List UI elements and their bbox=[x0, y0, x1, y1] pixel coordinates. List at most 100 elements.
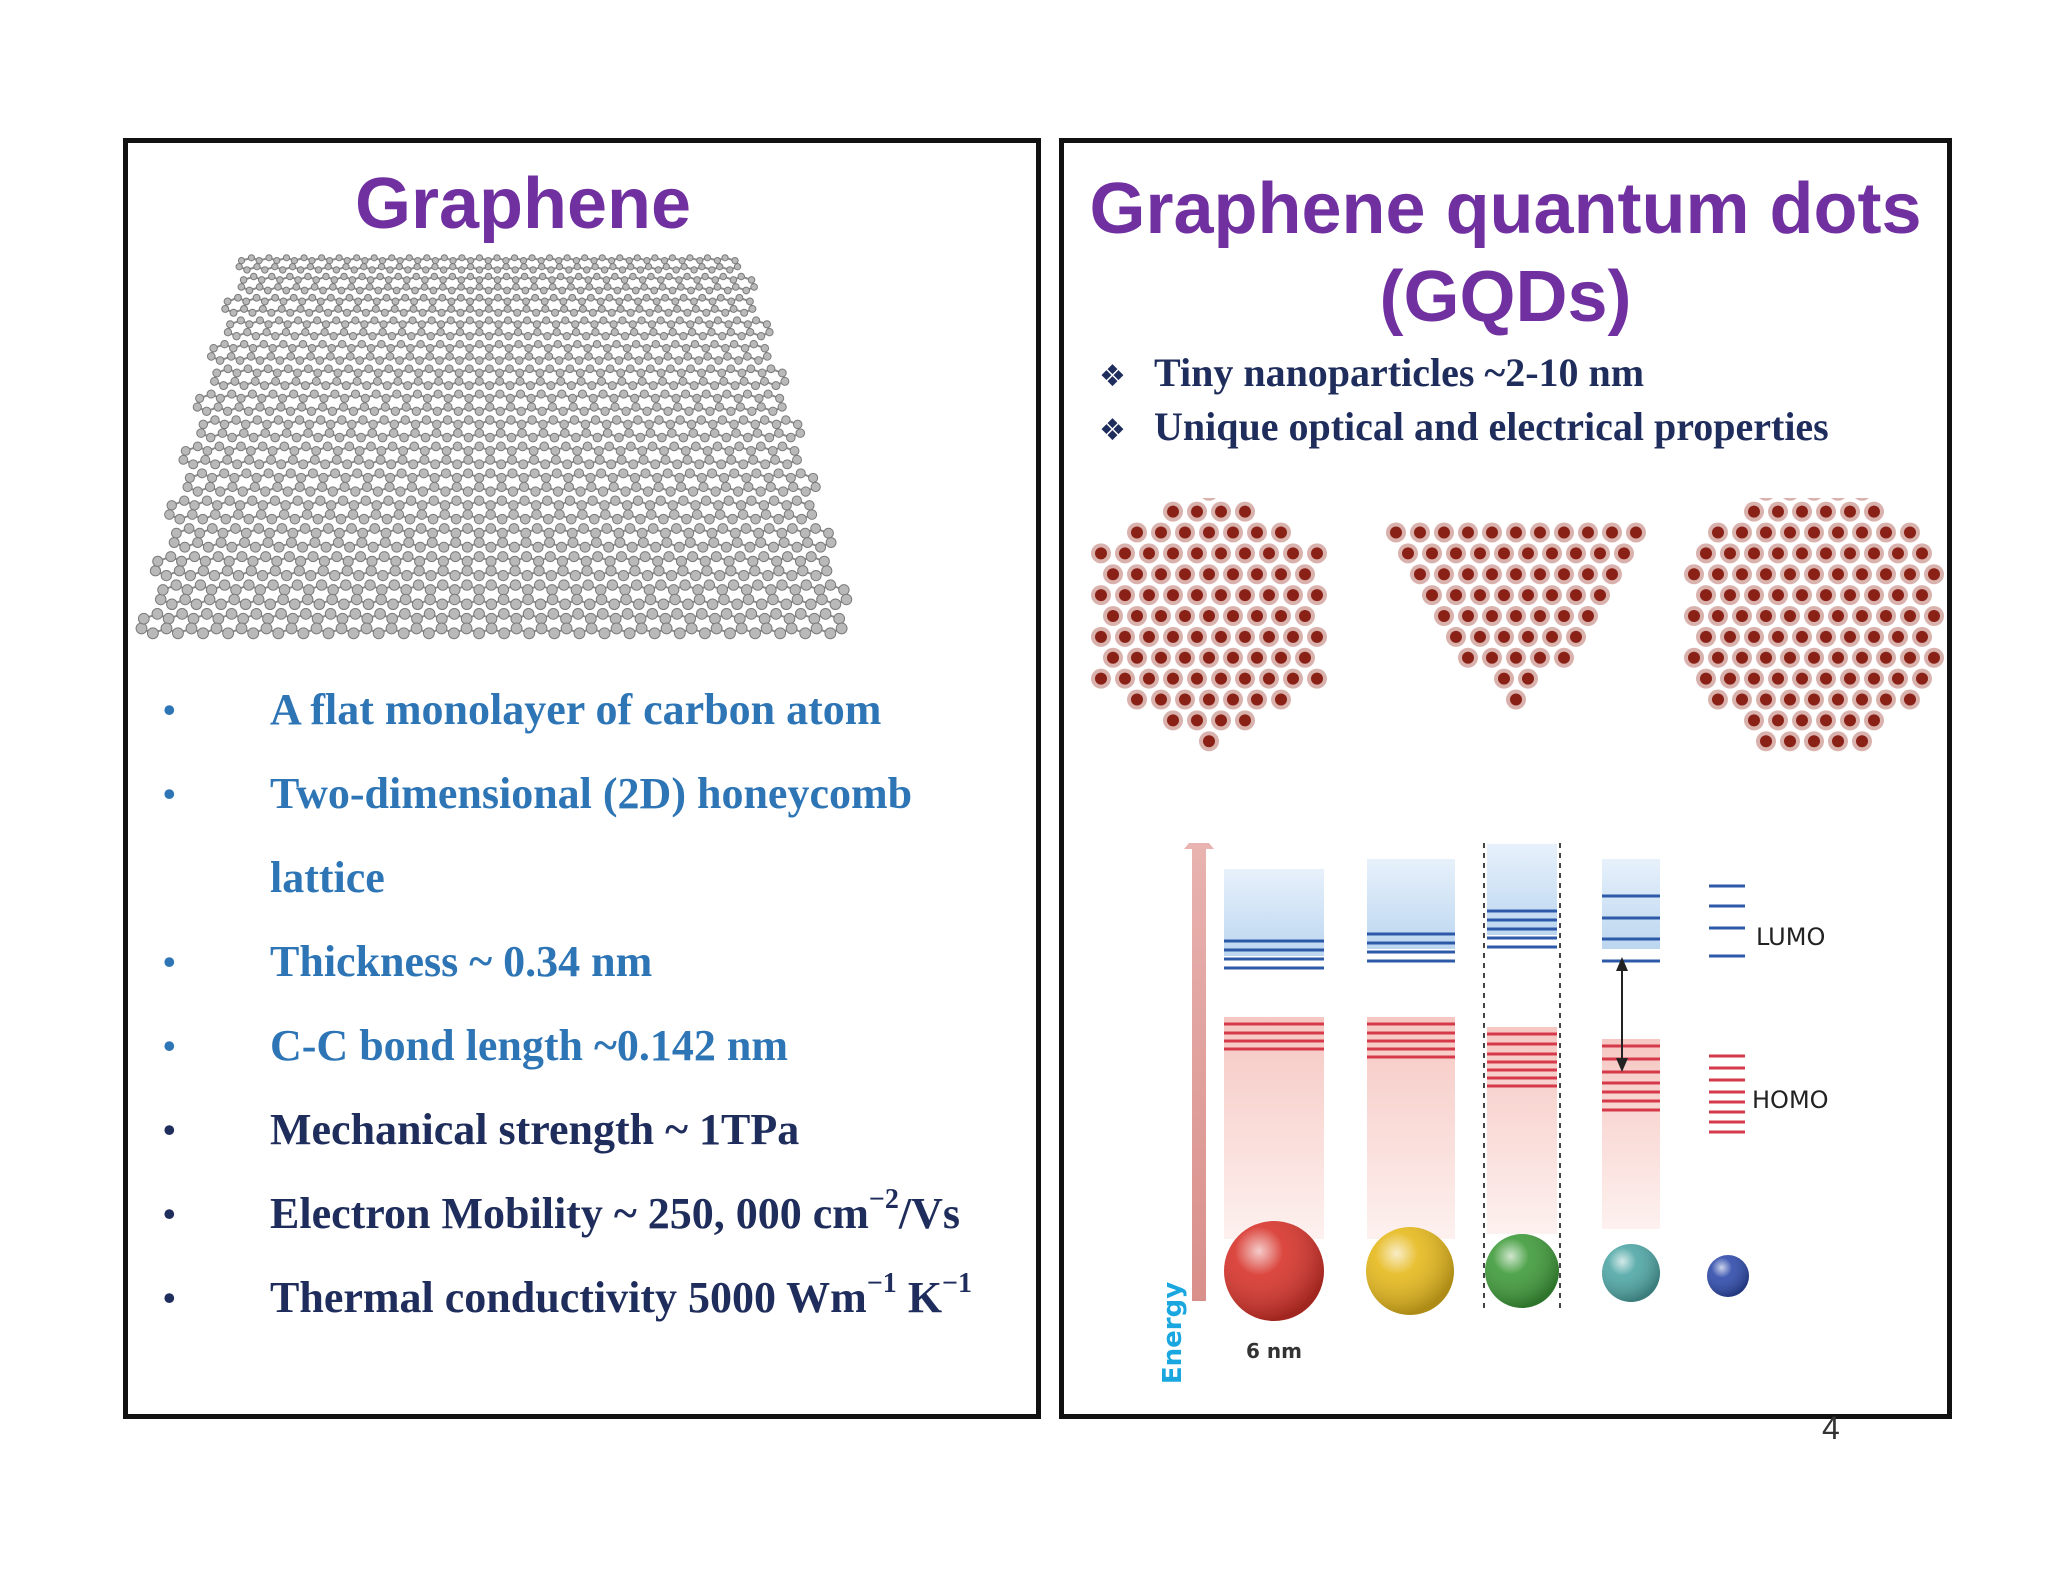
lattice-atom bbox=[353, 254, 361, 262]
lattice-atom bbox=[224, 495, 235, 506]
lattice-atom bbox=[608, 598, 621, 611]
lattice-atom bbox=[280, 381, 290, 391]
property-text: Mechanical strength ~ 1TPa bbox=[270, 1105, 800, 1154]
gqd-atom bbox=[1390, 526, 1402, 539]
gqd-atom bbox=[1510, 526, 1522, 539]
lattice-atom bbox=[578, 297, 586, 306]
lattice-atom bbox=[220, 339, 229, 349]
lattice-atom bbox=[829, 598, 842, 611]
lattice-atom bbox=[686, 320, 695, 329]
lattice-atom bbox=[508, 500, 519, 511]
gqd-atom bbox=[1832, 651, 1844, 664]
lattice-atom bbox=[578, 523, 589, 534]
lattice-atom bbox=[455, 356, 464, 365]
property-text: C-C bond length ~0.142 nm bbox=[270, 1021, 788, 1070]
lattice-atom bbox=[548, 415, 558, 425]
lattice-atom bbox=[485, 622, 498, 635]
lattice-atom bbox=[269, 495, 281, 506]
lattice-atom bbox=[552, 328, 561, 337]
lattice-atom bbox=[226, 352, 236, 361]
lattice-atom bbox=[435, 339, 445, 349]
lattice-atom bbox=[315, 579, 328, 591]
lattice-atom bbox=[428, 495, 440, 506]
lattice-atom bbox=[485, 393, 495, 403]
lattice-atom bbox=[260, 297, 269, 306]
lattice-atom bbox=[414, 555, 426, 567]
lattice-atom bbox=[747, 406, 757, 416]
sphere-gloss bbox=[1707, 1255, 1749, 1297]
gqd-atom bbox=[1534, 610, 1546, 622]
lattice-atom bbox=[545, 364, 555, 374]
lattice-atom bbox=[187, 612, 200, 625]
lattice-atom bbox=[644, 593, 657, 606]
lattice-atom bbox=[310, 622, 323, 635]
lattice-atom bbox=[474, 368, 484, 378]
lattice-atom bbox=[455, 328, 465, 337]
lattice-atom bbox=[485, 432, 495, 443]
lattice-atom bbox=[620, 331, 630, 341]
lattice-atom bbox=[392, 286, 401, 295]
lattice-atom bbox=[713, 283, 722, 291]
gqd-atom bbox=[1760, 568, 1772, 581]
lattice-atom bbox=[572, 257, 581, 265]
lattice-atom bbox=[180, 445, 191, 456]
lattice-atom bbox=[462, 486, 474, 497]
lattice-atom bbox=[352, 376, 362, 386]
band-gap-arrowhead-up bbox=[1616, 957, 1628, 971]
lattice-atom bbox=[448, 627, 460, 640]
thermal-text: Thermal conductivity 5000 Wm bbox=[270, 1273, 867, 1322]
gqd-atom bbox=[1510, 693, 1522, 706]
lattice-atom bbox=[415, 356, 424, 365]
lattice-atom bbox=[618, 468, 629, 479]
lattice-atom bbox=[237, 612, 250, 625]
lattice-atom bbox=[746, 364, 756, 374]
lattice-atom bbox=[357, 527, 369, 539]
lattice-atom bbox=[726, 364, 736, 374]
lattice-atom bbox=[335, 356, 345, 365]
lattice-atom bbox=[417, 328, 426, 337]
lattice-atom bbox=[360, 263, 368, 271]
lattice-atom bbox=[625, 441, 636, 452]
lattice-atom bbox=[704, 513, 715, 525]
lattice-atom bbox=[567, 283, 575, 291]
lattice-atom bbox=[507, 454, 518, 465]
lattice-atom bbox=[316, 297, 325, 306]
lattice-atom bbox=[516, 419, 527, 430]
lattice-atom bbox=[823, 527, 834, 539]
lattice-atom bbox=[223, 555, 235, 567]
gqd-atom bbox=[1522, 630, 1534, 643]
lattice-atom bbox=[262, 419, 272, 430]
gqd-atom bbox=[1263, 589, 1275, 602]
lattice-atom bbox=[426, 537, 438, 548]
lattice-atom bbox=[375, 356, 384, 365]
lattice-atom bbox=[662, 343, 671, 353]
lattice-atom bbox=[606, 459, 617, 470]
lattice-atom bbox=[800, 486, 811, 497]
lattice-atom bbox=[756, 331, 766, 341]
lattice-atom bbox=[347, 343, 356, 353]
lattice-atom bbox=[431, 257, 440, 265]
lattice-atom bbox=[429, 286, 438, 295]
lattice-atom bbox=[358, 272, 366, 281]
gqd-atom bbox=[1426, 547, 1438, 560]
lattice-atom bbox=[485, 486, 496, 497]
lattice-atom bbox=[595, 593, 608, 606]
lattice-atom bbox=[517, 441, 528, 452]
lattice-atom bbox=[453, 419, 463, 430]
lattice-atom bbox=[770, 454, 781, 465]
gqd-atom bbox=[1143, 589, 1155, 602]
lattice-atom bbox=[657, 276, 665, 284]
gqd-atom bbox=[1179, 693, 1191, 706]
lattice-atom bbox=[794, 555, 807, 567]
lattice-atom bbox=[451, 495, 462, 506]
feature-text: Unique optical and electrical properties bbox=[1154, 404, 1829, 449]
lattice-atom bbox=[703, 352, 713, 361]
lattice-atom bbox=[377, 339, 386, 349]
lattice-atom bbox=[740, 523, 752, 534]
lattice-atom bbox=[303, 500, 314, 511]
lattice-atom bbox=[497, 551, 509, 563]
gqd-atom bbox=[1736, 568, 1748, 581]
lattice-atom bbox=[515, 376, 525, 386]
lattice-atom bbox=[318, 402, 328, 412]
lattice-atom bbox=[313, 432, 323, 443]
